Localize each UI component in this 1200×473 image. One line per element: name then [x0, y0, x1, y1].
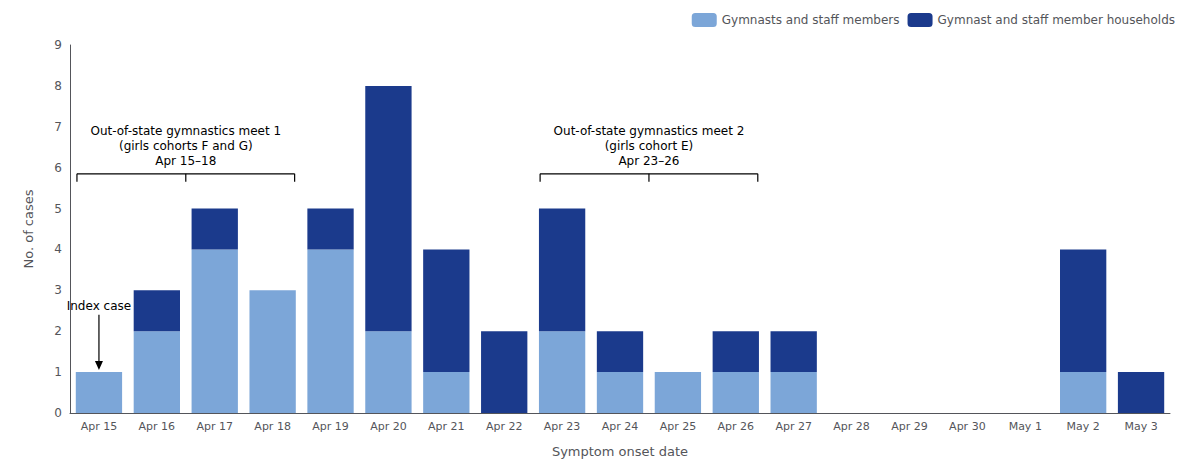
svg-text:Apr 20: Apr 20: [370, 420, 407, 433]
svg-text:Apr 23: Apr 23: [544, 420, 581, 433]
svg-text:Apr 28: Apr 28: [833, 420, 870, 433]
svg-text:6: 6: [54, 161, 62, 175]
svg-text:No. of cases: No. of cases: [21, 189, 36, 268]
svg-text:Apr 23–26: Apr 23–26: [618, 154, 679, 168]
svg-text:5: 5: [54, 202, 62, 216]
svg-text:Apr 27: Apr 27: [775, 420, 812, 433]
svg-text:Apr 30: Apr 30: [949, 420, 986, 433]
svg-text:4: 4: [54, 242, 62, 256]
svg-text:7: 7: [54, 120, 62, 134]
svg-text:1: 1: [54, 365, 62, 379]
svg-text:8: 8: [54, 79, 62, 93]
svg-text:May 3: May 3: [1124, 420, 1157, 433]
svg-text:Apr 18: Apr 18: [254, 420, 291, 433]
svg-text:Apr 29: Apr 29: [891, 420, 928, 433]
svg-text:Apr 21: Apr 21: [428, 420, 465, 433]
svg-text:Apr 19: Apr 19: [312, 420, 349, 433]
svg-text:9: 9: [54, 38, 62, 52]
svg-text:Apr 22: Apr 22: [486, 420, 523, 433]
svg-text:Out-of-state gymnastics meet 2: Out-of-state gymnastics meet 2: [554, 124, 745, 138]
svg-text:(girls cohorts F and G): (girls cohorts F and G): [119, 139, 253, 153]
svg-text:Apr 25: Apr 25: [660, 420, 697, 433]
svg-text:Apr 15: Apr 15: [81, 420, 118, 433]
svg-text:2: 2: [54, 324, 62, 338]
svg-text:Apr 24: Apr 24: [602, 420, 639, 433]
svg-text:Out-of-state gymnastics meet 1: Out-of-state gymnastics meet 1: [90, 124, 281, 138]
svg-text:Apr 16: Apr 16: [139, 420, 176, 433]
svg-text:Gymnasts and staff members: Gymnasts and staff members: [722, 13, 900, 27]
svg-text:(girls cohort E): (girls cohort E): [605, 139, 694, 153]
svg-text:Symptom onset date: Symptom onset date: [552, 444, 688, 459]
svg-text:Apr 15–18: Apr 15–18: [155, 154, 216, 168]
svg-text:May 2: May 2: [1067, 420, 1100, 433]
svg-text:Apr 26: Apr 26: [718, 420, 755, 433]
svg-text:May 1: May 1: [1009, 420, 1042, 433]
svg-text:0: 0: [54, 406, 62, 420]
svg-text:Index case: Index case: [67, 299, 131, 313]
svg-text:Gymnast and staff member house: Gymnast and staff member households: [938, 13, 1175, 27]
svg-text:3: 3: [54, 283, 62, 297]
svg-text:Apr 17: Apr 17: [196, 420, 233, 433]
